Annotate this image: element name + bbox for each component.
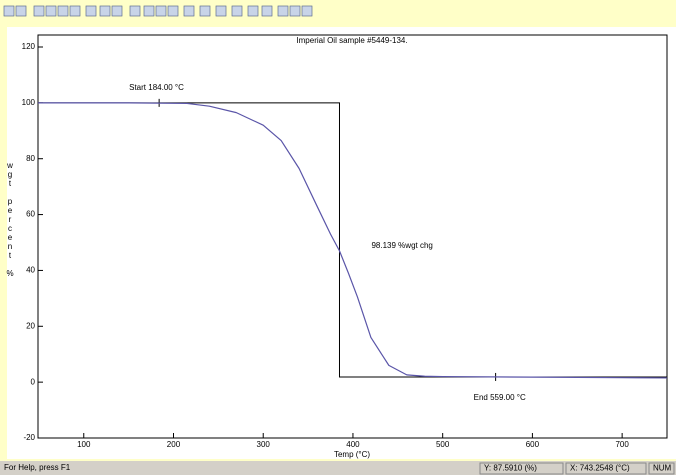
toolbar-button[interactable] bbox=[33, 5, 45, 17]
chart-title: Imperial Oil sample #5449-134. bbox=[296, 36, 407, 45]
toolbar-button[interactable] bbox=[231, 5, 243, 17]
svg-text:w: w bbox=[6, 161, 13, 170]
y-tick-label: 40 bbox=[26, 266, 35, 275]
statusbar: For Help, press F1 Y: 87.5910 (%) X: 743… bbox=[0, 461, 676, 475]
status-cell bbox=[479, 462, 564, 475]
svg-text:c: c bbox=[8, 224, 12, 233]
x-axis-label: Temp (°C) bbox=[334, 450, 370, 459]
status-help: For Help, press F1 bbox=[4, 463, 71, 472]
toolbar-button[interactable] bbox=[129, 5, 141, 17]
x-tick-label: 600 bbox=[526, 440, 540, 449]
status-y: Y: 87.5910 (%) bbox=[484, 464, 537, 473]
change-label: 98.139 %wgt chg bbox=[371, 241, 432, 250]
toolbar-button[interactable] bbox=[69, 5, 81, 17]
status-cell bbox=[648, 462, 675, 475]
toolbar-button[interactable] bbox=[277, 5, 289, 17]
status-x: X: 743.2548 (°C) bbox=[570, 464, 630, 473]
svg-text:e: e bbox=[8, 233, 13, 242]
data-line bbox=[38, 102, 668, 379]
x-tick-label: 300 bbox=[257, 440, 271, 449]
toolbar-button[interactable] bbox=[111, 5, 123, 17]
y-tick-label: 0 bbox=[31, 377, 36, 386]
toolbar-button[interactable] bbox=[301, 5, 313, 17]
statusbar-bg bbox=[0, 461, 676, 475]
toolbar-button[interactable] bbox=[215, 5, 227, 17]
x-tick-label: 400 bbox=[346, 440, 360, 449]
toolbar-button[interactable] bbox=[167, 5, 179, 17]
toolbar-button[interactable] bbox=[155, 5, 167, 17]
toolbar-button[interactable] bbox=[15, 5, 27, 17]
toolbar-button[interactable] bbox=[199, 5, 211, 17]
end-label: End 559.00 °C bbox=[474, 393, 526, 402]
status-num: NUM bbox=[653, 464, 672, 473]
toolbar-button[interactable] bbox=[183, 5, 195, 17]
y-tick-label: 80 bbox=[26, 154, 35, 163]
toolbar-button[interactable] bbox=[85, 5, 97, 17]
x-tick-label: 700 bbox=[615, 440, 629, 449]
x-tick-label: 500 bbox=[436, 440, 450, 449]
y-tick-label: -20 bbox=[23, 433, 35, 442]
y-tick-label: 100 bbox=[22, 98, 36, 107]
toolbar-button[interactable] bbox=[143, 5, 155, 17]
x-tick-label: 200 bbox=[167, 440, 181, 449]
toolbar-button[interactable] bbox=[289, 5, 301, 17]
svg-text:t: t bbox=[9, 179, 12, 188]
toolbar-button[interactable] bbox=[99, 5, 111, 17]
toolbar-button[interactable] bbox=[247, 5, 259, 17]
chart-panel bbox=[7, 27, 676, 459]
svg-text:p: p bbox=[8, 197, 13, 206]
toolbar-button[interactable] bbox=[57, 5, 69, 17]
svg-text:e: e bbox=[8, 206, 13, 215]
toolbar-button[interactable] bbox=[261, 5, 273, 17]
y-tick-label: 120 bbox=[22, 42, 36, 51]
y-tick-label: 20 bbox=[26, 321, 35, 330]
toolbar bbox=[0, 0, 676, 24]
start-label: Start 184.00 °C bbox=[129, 83, 184, 92]
y-tick-label: 60 bbox=[26, 210, 35, 219]
svg-text:r: r bbox=[9, 215, 12, 224]
toolbar-button[interactable] bbox=[45, 5, 57, 17]
svg-text:t: t bbox=[9, 251, 12, 260]
svg-text:g: g bbox=[8, 170, 12, 179]
x-tick-label: 100 bbox=[77, 440, 91, 449]
toolbar-button[interactable] bbox=[3, 5, 15, 17]
status-cell bbox=[565, 462, 647, 475]
svg-text:%: % bbox=[6, 269, 13, 278]
svg-text:n: n bbox=[8, 242, 12, 251]
